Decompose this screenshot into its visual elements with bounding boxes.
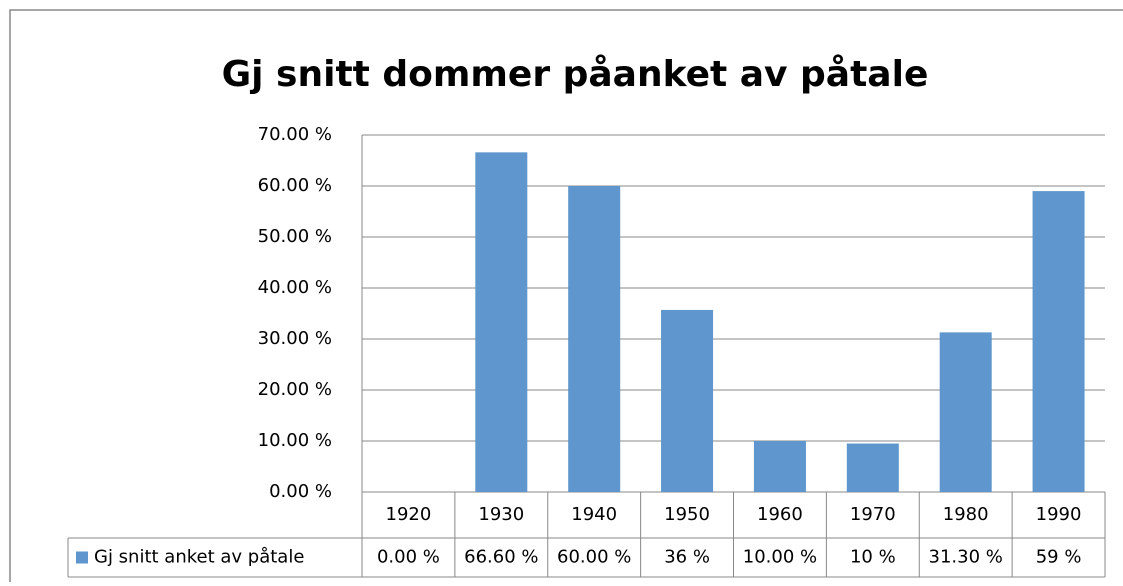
- y-tick-label: 40.00 %: [258, 277, 332, 298]
- data-table-value: 36 %: [664, 547, 710, 568]
- bar: [475, 152, 528, 492]
- x-tick-label: 1940: [571, 504, 617, 525]
- y-tick-label: 70.00 %: [258, 124, 332, 145]
- y-tick-label: 0.00 %: [269, 481, 332, 502]
- x-tick-label: 1970: [850, 504, 896, 525]
- x-tick-label: 1950: [664, 504, 710, 525]
- chart-title: Gj snitt dommer påanket av påtale: [222, 54, 929, 95]
- data-table-value: 0.00 %: [377, 547, 440, 568]
- bar: [753, 441, 806, 492]
- legend-swatch: [76, 551, 88, 564]
- data-table-value: 10 %: [850, 547, 896, 568]
- chart-frame: [9, 9, 1123, 586]
- data-table-value: 31.30 %: [929, 547, 1003, 568]
- data-table-value: 10.00 %: [743, 547, 817, 568]
- bar: [939, 332, 992, 492]
- x-tick-label: 1990: [1036, 504, 1082, 525]
- bar: [568, 186, 621, 492]
- y-tick-label: 30.00 %: [258, 328, 332, 349]
- bar: [661, 309, 714, 492]
- data-table-value: 66.60 %: [464, 547, 538, 568]
- y-tick-label: 20.00 %: [258, 379, 332, 400]
- y-tick-label: 50.00 %: [258, 226, 332, 247]
- data-table-value: 59 %: [1036, 547, 1082, 568]
- bar: [846, 443, 899, 492]
- legend-label: Gj snitt anket av påtale: [94, 547, 304, 568]
- x-tick-label: 1960: [757, 504, 803, 525]
- bar: [1032, 191, 1085, 492]
- y-tick-label: 10.00 %: [258, 430, 332, 451]
- x-tick-label: 1930: [478, 504, 524, 525]
- x-tick-label: 1980: [943, 504, 989, 525]
- data-table-value: 60.00 %: [557, 547, 631, 568]
- x-tick-label: 1920: [386, 504, 432, 525]
- y-tick-label: 60.00 %: [258, 175, 332, 196]
